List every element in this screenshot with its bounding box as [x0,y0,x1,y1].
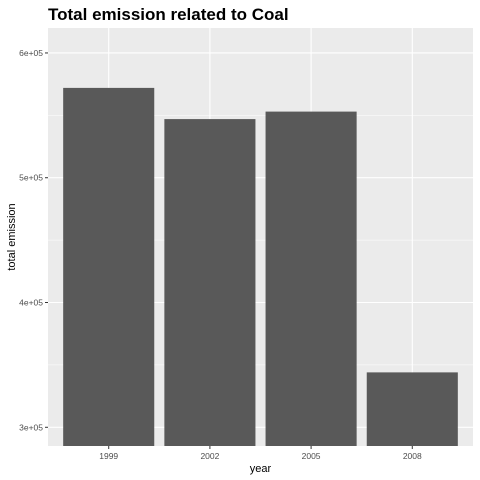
y-tick-label: 5e+05 [19,173,43,183]
y-tick-label: 3e+05 [19,422,43,432]
x-axis-label: year [250,463,272,475]
bar-2005 [265,111,357,446]
y-tick-label: 4e+05 [19,298,43,308]
bar-2002 [164,119,256,446]
x-tick-label: 1999 [99,451,118,461]
y-axis: 3e+05 4e+05 5e+05 6e+05 [19,48,48,432]
x-tick-label: 2005 [302,451,321,461]
chart-title: Total emission related to Coal [48,5,289,24]
x-tick-label: 2002 [200,451,219,461]
x-axis: 1999 2002 2005 2008 [99,446,422,461]
bar-2008 [366,372,458,446]
x-tick-label: 2008 [403,451,422,461]
bars [63,87,458,446]
y-tick-label: 6e+05 [19,48,43,58]
y-axis-label: total emission [6,203,18,270]
bar-1999 [63,87,155,446]
